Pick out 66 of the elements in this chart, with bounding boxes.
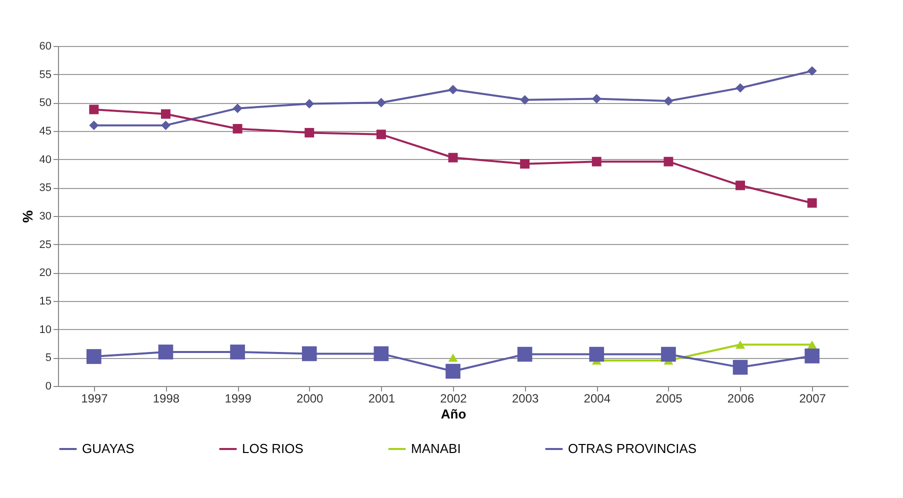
- point: [736, 340, 746, 349]
- point: [448, 354, 458, 362]
- point: [664, 96, 674, 106]
- x-tick-label: 2001: [368, 392, 396, 406]
- point: [304, 128, 314, 138]
- point: [807, 66, 817, 76]
- point: [86, 349, 102, 364]
- y-tick-label: 50: [39, 97, 52, 110]
- legend-label: GUAYAS: [82, 441, 135, 456]
- point: [448, 84, 458, 94]
- point: [376, 130, 386, 140]
- x-tick-label: 1998: [152, 392, 180, 406]
- point: [89, 104, 99, 114]
- x-tick-label: 2003: [512, 392, 539, 406]
- point: [160, 109, 170, 119]
- y-tick-label: 25: [39, 238, 52, 251]
- point: [520, 95, 530, 105]
- x-tick-label: 1999: [224, 392, 252, 406]
- point: [736, 180, 746, 190]
- point: [736, 83, 746, 93]
- point: [592, 94, 602, 104]
- point: [448, 152, 458, 162]
- point: [807, 340, 817, 349]
- y-axis-title: %: [19, 210, 36, 223]
- y-tick-label: 30: [39, 210, 52, 222]
- y-tick-label: 10: [39, 324, 52, 336]
- legend-label: OTRAS PROVINCIAS: [568, 441, 697, 456]
- point: [592, 156, 602, 166]
- x-tick-label: 2007: [799, 392, 826, 406]
- point: [376, 98, 386, 108]
- y-tick-label: 45: [39, 126, 52, 138]
- y-tick-label: 40: [39, 154, 52, 166]
- point: [232, 104, 242, 114]
- y-tick-label: 35: [39, 182, 52, 194]
- point: [89, 120, 99, 130]
- x-tick-label: 2002: [440, 392, 468, 406]
- point: [661, 346, 676, 362]
- point: [302, 346, 317, 362]
- point: [732, 360, 748, 375]
- point: [232, 124, 242, 134]
- x-tick-label: 1997: [81, 392, 108, 406]
- y-tick-label: 55: [39, 68, 52, 81]
- point: [374, 346, 389, 362]
- x-tick-label: 2005: [656, 392, 683, 406]
- x-tick-label: 2006: [727, 392, 754, 406]
- point: [446, 364, 460, 379]
- y-tick-label: 20: [39, 267, 52, 280]
- x-tick-label: 2000: [296, 392, 324, 406]
- y-tick-label: 5: [45, 352, 52, 364]
- point: [160, 120, 170, 130]
- y-tick-label: 0: [45, 380, 52, 392]
- point: [230, 344, 245, 360]
- point: [807, 198, 817, 208]
- point: [664, 156, 674, 166]
- point: [804, 348, 820, 364]
- point: [158, 344, 174, 360]
- legend-label: MANABI: [411, 441, 461, 456]
- y-tick-label: 15: [39, 296, 52, 308]
- y-tick-label: 60: [39, 40, 52, 52]
- x-axis-title: Año: [440, 406, 466, 422]
- point: [520, 159, 530, 169]
- x-tick-label: 2004: [584, 392, 611, 406]
- point: [304, 99, 314, 109]
- point: [589, 346, 604, 362]
- legend-label: LOS RIOS: [242, 441, 304, 456]
- point: [517, 346, 532, 362]
